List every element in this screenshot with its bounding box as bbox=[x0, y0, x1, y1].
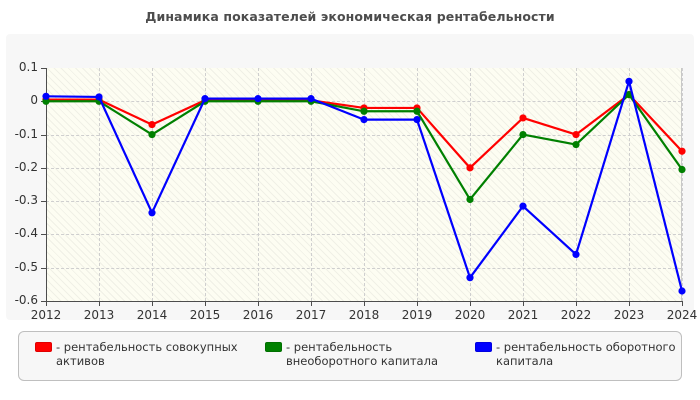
legend-item-label: - рентабельность оборотного капитала bbox=[496, 340, 676, 368]
y-tick-mark bbox=[41, 301, 46, 302]
y-tick-label: -0.6 bbox=[14, 293, 38, 307]
x-tick-label: 2019 bbox=[401, 308, 433, 322]
legend-item-current-capital[interactable]: - рентабельность оборотного капитала bbox=[475, 340, 680, 368]
x-tick-mark bbox=[576, 301, 577, 306]
y-tick-label: -0.2 bbox=[14, 159, 38, 174]
x-tick-mark bbox=[470, 301, 471, 306]
y-axis bbox=[46, 68, 47, 301]
x-tick-label: 2021 bbox=[507, 308, 539, 322]
gridline-vertical bbox=[152, 68, 153, 301]
x-tick-label: 2016 bbox=[242, 308, 274, 322]
gridline-vertical bbox=[311, 68, 312, 301]
gridline-vertical bbox=[258, 68, 259, 301]
y-tick-mark bbox=[41, 201, 46, 203]
green-swatch-icon bbox=[265, 342, 282, 352]
x-tick-mark bbox=[523, 301, 524, 306]
legend-item-noncurrent-capital[interactable]: - рентабельность внеоборотного капитала bbox=[265, 340, 465, 368]
x-tick-label: 2014 bbox=[136, 308, 168, 322]
gridline-vertical bbox=[99, 68, 100, 301]
y-tick-mark bbox=[41, 167, 46, 169]
x-tick-mark bbox=[205, 301, 206, 306]
legend-item-label: - рентабельность внеоборотного капитала bbox=[286, 340, 438, 368]
x-tick-label: 2022 bbox=[560, 308, 592, 322]
page-title: Динамика показателей экономическая рента… bbox=[145, 9, 555, 24]
x-tick-label: 2015 bbox=[189, 308, 221, 322]
blue-swatch-icon bbox=[475, 342, 492, 352]
x-tick-label: 2017 bbox=[295, 308, 327, 322]
gridline-vertical bbox=[682, 68, 683, 301]
gridline-vertical bbox=[576, 68, 577, 301]
y-tick-label: 0 bbox=[30, 93, 38, 108]
y-tick-label: -0.4 bbox=[14, 226, 38, 241]
y-tick-mark bbox=[41, 267, 46, 269]
x-tick-label: 2020 bbox=[454, 308, 486, 322]
x-tick-mark bbox=[46, 301, 47, 306]
plot-gridlines bbox=[46, 68, 683, 302]
y-tick-label: 0.1 bbox=[18, 60, 38, 74]
y-tick-mark bbox=[41, 234, 46, 236]
legend: - рентабельность совокупных активов - ре… bbox=[18, 331, 682, 381]
x-tick-label: 2023 bbox=[613, 308, 645, 322]
red-swatch-icon bbox=[35, 342, 52, 352]
x-tick-mark bbox=[629, 301, 630, 306]
x-tick-mark bbox=[311, 301, 312, 306]
legend-item-total-assets[interactable]: - рентабельность совокупных активов bbox=[35, 340, 250, 368]
gridline-vertical bbox=[364, 68, 365, 301]
gridline-vertical bbox=[417, 68, 418, 301]
x-tick-label: 2012 bbox=[30, 308, 62, 322]
gridline-vertical bbox=[205, 68, 206, 301]
y-tick-mark bbox=[41, 101, 46, 103]
y-tick-label: -0.5 bbox=[14, 259, 38, 274]
gridline-vertical bbox=[470, 68, 471, 301]
x-tick-label: 2024 bbox=[666, 308, 698, 322]
plot-area bbox=[46, 68, 683, 302]
x-tick-label: 2013 bbox=[83, 308, 115, 322]
x-tick-mark bbox=[258, 301, 259, 306]
gridline-vertical bbox=[629, 68, 630, 301]
x-tick-mark bbox=[99, 301, 100, 306]
x-tick-mark bbox=[364, 301, 365, 306]
y-tick-mark bbox=[41, 68, 46, 69]
legend-item-label: - рентабельность совокупных активов bbox=[56, 340, 238, 368]
gridline-vertical bbox=[523, 68, 524, 301]
y-tick-label: -0.3 bbox=[14, 193, 38, 208]
y-tick-label: -0.1 bbox=[14, 126, 38, 141]
x-tick-mark bbox=[682, 301, 683, 306]
x-tick-mark bbox=[417, 301, 418, 306]
y-tick-mark bbox=[41, 134, 46, 136]
x-tick-mark bbox=[152, 301, 153, 306]
x-tick-label: 2018 bbox=[348, 308, 380, 322]
